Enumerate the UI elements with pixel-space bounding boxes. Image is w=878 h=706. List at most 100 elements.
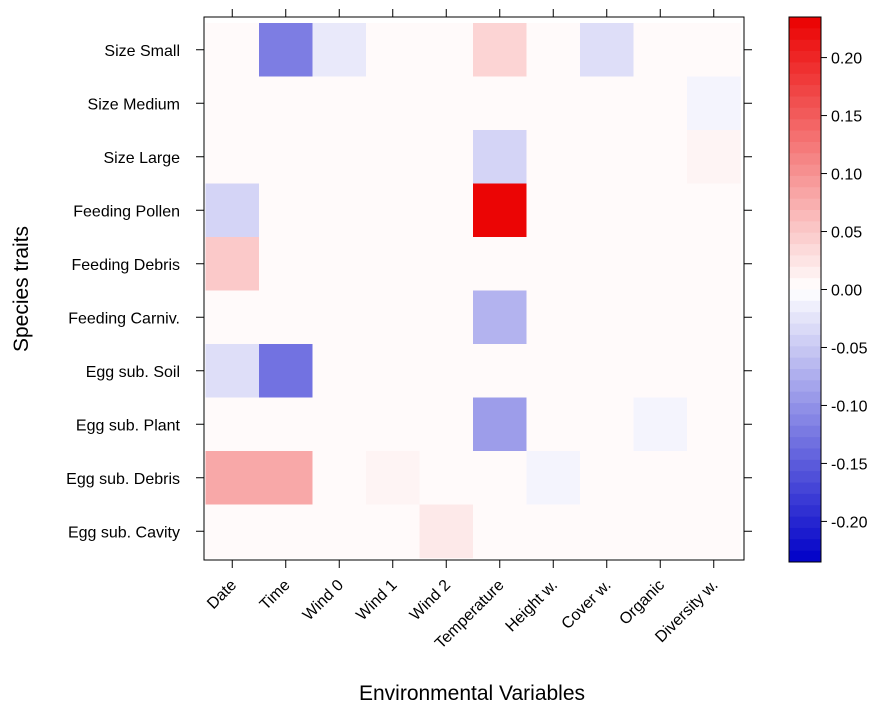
- heatmap-cell: [366, 237, 420, 291]
- heatmap-cell: [633, 344, 688, 398]
- heatmap-cell: [259, 290, 313, 345]
- heatmap-cell: [473, 504, 527, 559]
- heatmap-cell: [259, 344, 313, 398]
- colorbar-segment: [789, 51, 821, 63]
- heatmap-cell: [259, 451, 313, 505]
- x-tick-label: Organic: [616, 577, 668, 629]
- colorbar-segment: [789, 107, 821, 120]
- colorbar-segment: [789, 516, 821, 529]
- heatmap-cell: [580, 130, 634, 184]
- heatmap-cell: [633, 451, 688, 505]
- heatmap-cell: [526, 344, 581, 398]
- heatmap-cell: [580, 504, 634, 559]
- colorbar-segment: [789, 141, 821, 154]
- colorbar-segment: [789, 312, 821, 324]
- heatmap-cell: [259, 23, 313, 77]
- y-tick-label: Size Medium: [88, 96, 180, 113]
- colorbar-tick-label: 0.15: [831, 109, 862, 126]
- y-axis: Size Small Size Medium Size Large Feeding P…: [66, 43, 752, 541]
- heatmap-cell: [259, 397, 313, 452]
- heatmap-cell: [205, 397, 260, 452]
- heatmap-cell: [366, 344, 420, 398]
- heatmap-cell: [633, 504, 688, 559]
- colorbar-segment: [789, 164, 821, 177]
- heatmap-cell: [366, 290, 420, 345]
- heatmap-cell: [473, 183, 527, 238]
- heatmap-cell: [205, 237, 260, 291]
- heatmap-cell: [633, 183, 688, 238]
- heatmap-cell: [205, 451, 260, 505]
- y-tick-label: Egg sub. Cavity: [68, 524, 180, 541]
- plot-frame: [203, 16, 745, 561]
- heatmap-cell: [419, 237, 474, 291]
- heatmap-cell: [419, 23, 474, 77]
- heatmap-cell: [312, 290, 367, 345]
- heatmap-cell: [633, 397, 688, 452]
- colorbar-segment: [789, 527, 821, 540]
- y-tick-label: Size Small: [104, 43, 180, 60]
- heatmap-cell: [259, 183, 313, 238]
- heatmap-cells: [205, 23, 741, 559]
- heatmap-cell: [205, 76, 260, 131]
- heatmap-cell: [526, 76, 581, 131]
- colorbar-segment: [789, 278, 821, 290]
- heatmap-cell: [419, 290, 474, 345]
- heatmap-cell: [312, 23, 367, 77]
- heatmap-cell: [687, 504, 741, 559]
- colorbar-segment: [789, 391, 821, 404]
- colorbar-segment: [789, 17, 821, 29]
- heatmap-cell: [419, 504, 474, 559]
- heatmap-cell: [312, 397, 367, 452]
- colorbar-segment: [789, 244, 821, 256]
- heatmap-cell: [366, 76, 420, 131]
- colorbar-segment: [789, 346, 821, 359]
- heatmap-cell: [312, 76, 367, 131]
- heatmap-cell: [419, 397, 474, 452]
- colorbar-tick-label: -0.10: [831, 398, 868, 415]
- y-tick-label: Egg sub. Soil: [86, 364, 180, 381]
- x-axis-title: Environmental Variables: [359, 682, 585, 705]
- x-tick-label: Height w.: [503, 577, 562, 636]
- y-axis-title: Species traits: [10, 226, 33, 352]
- colorbar-segment: [789, 289, 821, 302]
- x-tick-label: Wind 1: [353, 577, 400, 624]
- colorbar-segment: [789, 493, 821, 506]
- y-tick-label: Feeding Carniv.: [68, 310, 180, 327]
- y-tick-label: Egg sub. Debris: [66, 471, 180, 488]
- heatmap-cell: [312, 183, 367, 238]
- heatmap-cell: [473, 23, 527, 77]
- heatmap-cell: [633, 237, 688, 291]
- colorbar-segment: [789, 266, 821, 279]
- colorbar-segment: [789, 300, 821, 313]
- heatmap-cell: [205, 290, 260, 345]
- y-tick-label: Egg sub. Plant: [76, 417, 181, 434]
- heatmap-cell: [259, 130, 313, 184]
- heatmap-cell: [473, 130, 527, 184]
- colorbar-segment: [789, 198, 821, 211]
- heatmap-cell: [526, 451, 581, 505]
- heatmap-cell: [526, 130, 581, 184]
- heatmap-cell: [580, 451, 634, 505]
- colorbar-segment: [789, 28, 821, 41]
- heatmap-cell: [473, 397, 527, 452]
- colorbar-segment: [789, 96, 821, 109]
- colorbar-segment: [789, 255, 821, 268]
- heatmap-cell: [312, 344, 367, 398]
- heatmap-cell: [205, 183, 260, 238]
- heatmap-cell: [526, 504, 581, 559]
- colorbar-segment: [789, 357, 821, 370]
- heatmap-cell: [687, 76, 741, 131]
- heatmap-cell: [419, 130, 474, 184]
- colorbar-segment: [789, 539, 821, 552]
- colorbar-segment: [789, 550, 821, 563]
- colorbar-segment: [789, 482, 821, 495]
- heatmap-cell: [419, 183, 474, 238]
- heatmap-cell: [205, 344, 260, 398]
- heatmap-cell: [419, 344, 474, 398]
- colorbar: 0.20 0.15 0.10 0.05 0.00 -0.05 -0.10 -0.15 -0.20: [788, 16, 868, 563]
- colorbar-segment: [789, 85, 821, 97]
- x-tick-label: Cover w.: [559, 577, 615, 633]
- heatmap-cell: [580, 23, 634, 77]
- heatmap-cell: [687, 183, 741, 238]
